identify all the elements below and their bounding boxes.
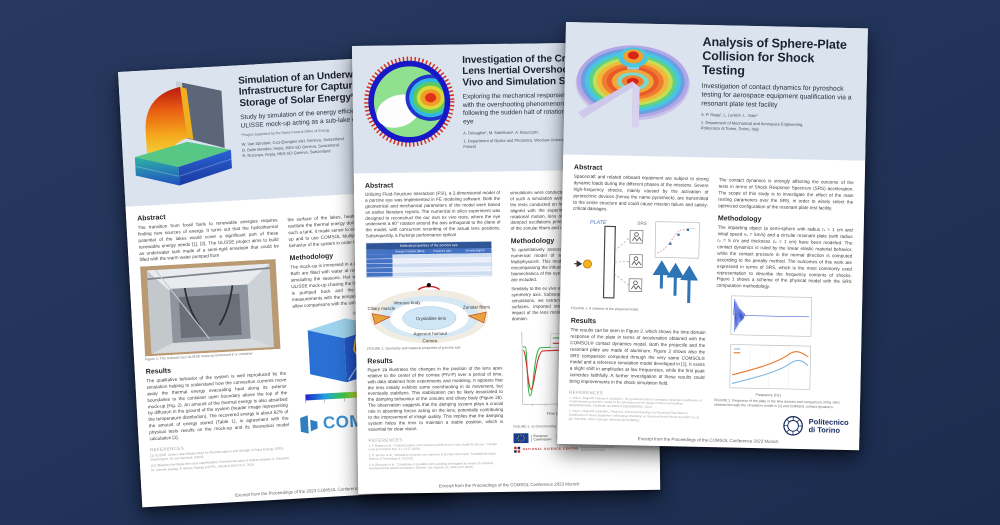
poster-header: Analysis of Sphere-Plate Collision for S… (563, 22, 868, 161)
nsc-logo-icon (514, 446, 521, 453)
frequency-axis-label: Frequency (Hz) (756, 393, 781, 398)
label-aqueous-humour: Aqueous humour (413, 331, 447, 336)
results-text: Figure 2a illustrates the changes in the… (367, 365, 504, 432)
comsol-logo-icon (300, 414, 318, 434)
reference-item: 3. A. Boszczyk et al., “Complexity of cr… (368, 461, 494, 471)
methodology-text: The impacting object (a semi-sphere with… (716, 224, 853, 289)
left-column: Abstract Utilizing Fluid-Structure Inter… (365, 178, 504, 479)
abstract-heading: Abstract (364, 180, 394, 190)
poster-subtitle: Investigation of contact dynamics for py… (701, 81, 852, 109)
poster-sphere-plate-collision: Analysis of Sphere-Plate Collision for S… (557, 22, 868, 451)
politecnico-di-torino-logo: Politecnico di Torino (713, 412, 849, 437)
european-commission-logo: European Commission (513, 433, 552, 444)
reference-item: 1. Viale L, Daga AP, Fasana A, Garibaldi… (568, 396, 702, 409)
abstract-heading: Abstract (573, 162, 603, 172)
figure2-caption: FIGURE 2. Response of the plate in the t… (713, 398, 840, 410)
politecnico-logo-icon (783, 415, 803, 436)
national-science-centre-logo: NATIONAL SCIENCE CENTRE Research funded … (514, 445, 649, 454)
abstract-text: Spacecraft and related onboard equipment… (573, 173, 709, 212)
right-column: The contact dynamics is strongly affecti… (713, 165, 854, 436)
comsol-logo: COMSOL (298, 407, 439, 435)
results-text: The results can be seen in Figure 2, whi… (569, 327, 706, 386)
figure1-caption: FIGURE 1. A scheme of the physical model… (570, 306, 640, 312)
results-heading: Results (367, 356, 393, 365)
results-heading: Results (570, 316, 597, 325)
label-vitreous-body: Vitreous body (393, 300, 421, 305)
poster-body: Abstract Spacecraft and related onboard … (557, 154, 866, 438)
header-resonant-plate-render (574, 32, 696, 128)
srs-label: SRS (637, 221, 647, 226)
x-axis-label: Time (s) (546, 411, 561, 415)
nsc-funding-text: Research funded by the National Science … (580, 445, 615, 452)
label-cornea: Cornea (422, 338, 437, 343)
references-heading: REFERENCES (368, 437, 403, 443)
poster-header: Investigation of the Crystalline Lens In… (352, 41, 656, 174)
left-column: Abstract Spacecraft and related onboard … (568, 162, 709, 433)
poster-header: Simulation of an Underwater Infrastructu… (118, 54, 438, 207)
figure-physical-model-scheme: PLATE SRS (571, 215, 708, 308)
reference-item: 1. F. Mirabet et al., “Characterization … (368, 442, 497, 452)
eu-logo-text: European Commission (530, 434, 552, 442)
poster-underwater-solar-energy: Simulation of an Underwater Infrastructu… (118, 54, 454, 508)
abstract-text: The transition from fossil fuels to rene… (137, 217, 280, 263)
plate-label: PLATE (590, 220, 607, 226)
eu-flag-icon (513, 433, 529, 444)
methodology-heading: Methodology (717, 213, 762, 223)
poster-title: Analysis of Sphere-Plate Collision for S… (701, 34, 847, 78)
header-dam-render-image (129, 76, 238, 195)
figure1-caption: FIGURE 1. Geometry and material properti… (367, 346, 462, 351)
header-eye-simulation-image (362, 55, 456, 149)
poster-body: Abstract The transition from fossil fuel… (125, 189, 454, 495)
poster-authors: A. P. Daga¹, L. Lentini¹, L. Viale¹ 1. D… (701, 112, 856, 135)
reference-item: 2. Viale L, Daga AP, Garibaldi L, Fasana… (568, 409, 700, 422)
abstract-text-continued: The contact dynamics is strongly affecti… (718, 177, 854, 211)
label-crystalline-lens: Crystalline lens (416, 316, 447, 321)
results-text: The qualitative behavior of the system i… (146, 370, 290, 442)
figure-srs-response-plots: Frequency (Hz) (714, 292, 851, 400)
politecnico-logo-text: Politecnico di Torino (808, 417, 849, 435)
figure-mockup-photo (140, 259, 285, 357)
left-column: Abstract The transition from fossil fuel… (137, 205, 292, 492)
nsc-logo-text: NATIONAL SCIENCE CENTRE (522, 447, 580, 452)
label-zonular-fibers: Zonular fibers (463, 304, 491, 309)
table-row (366, 271, 492, 278)
reference-item: 2. R. Werner et al., “Simulation of porc… (368, 452, 496, 461)
funding-logos: European Commission Funded by the Europe… (513, 432, 648, 444)
abstract-text: Utilizing Fluid-Structure Interaction (F… (365, 189, 501, 239)
figure-eye-geometry-diagram: Vitreous body Ciliary muscle Crystalline… (366, 278, 502, 346)
label-ciliary-muscle: Ciliary muscle (368, 306, 396, 311)
material-properties-table: Material properties of the porcine eye Y… (365, 241, 493, 278)
